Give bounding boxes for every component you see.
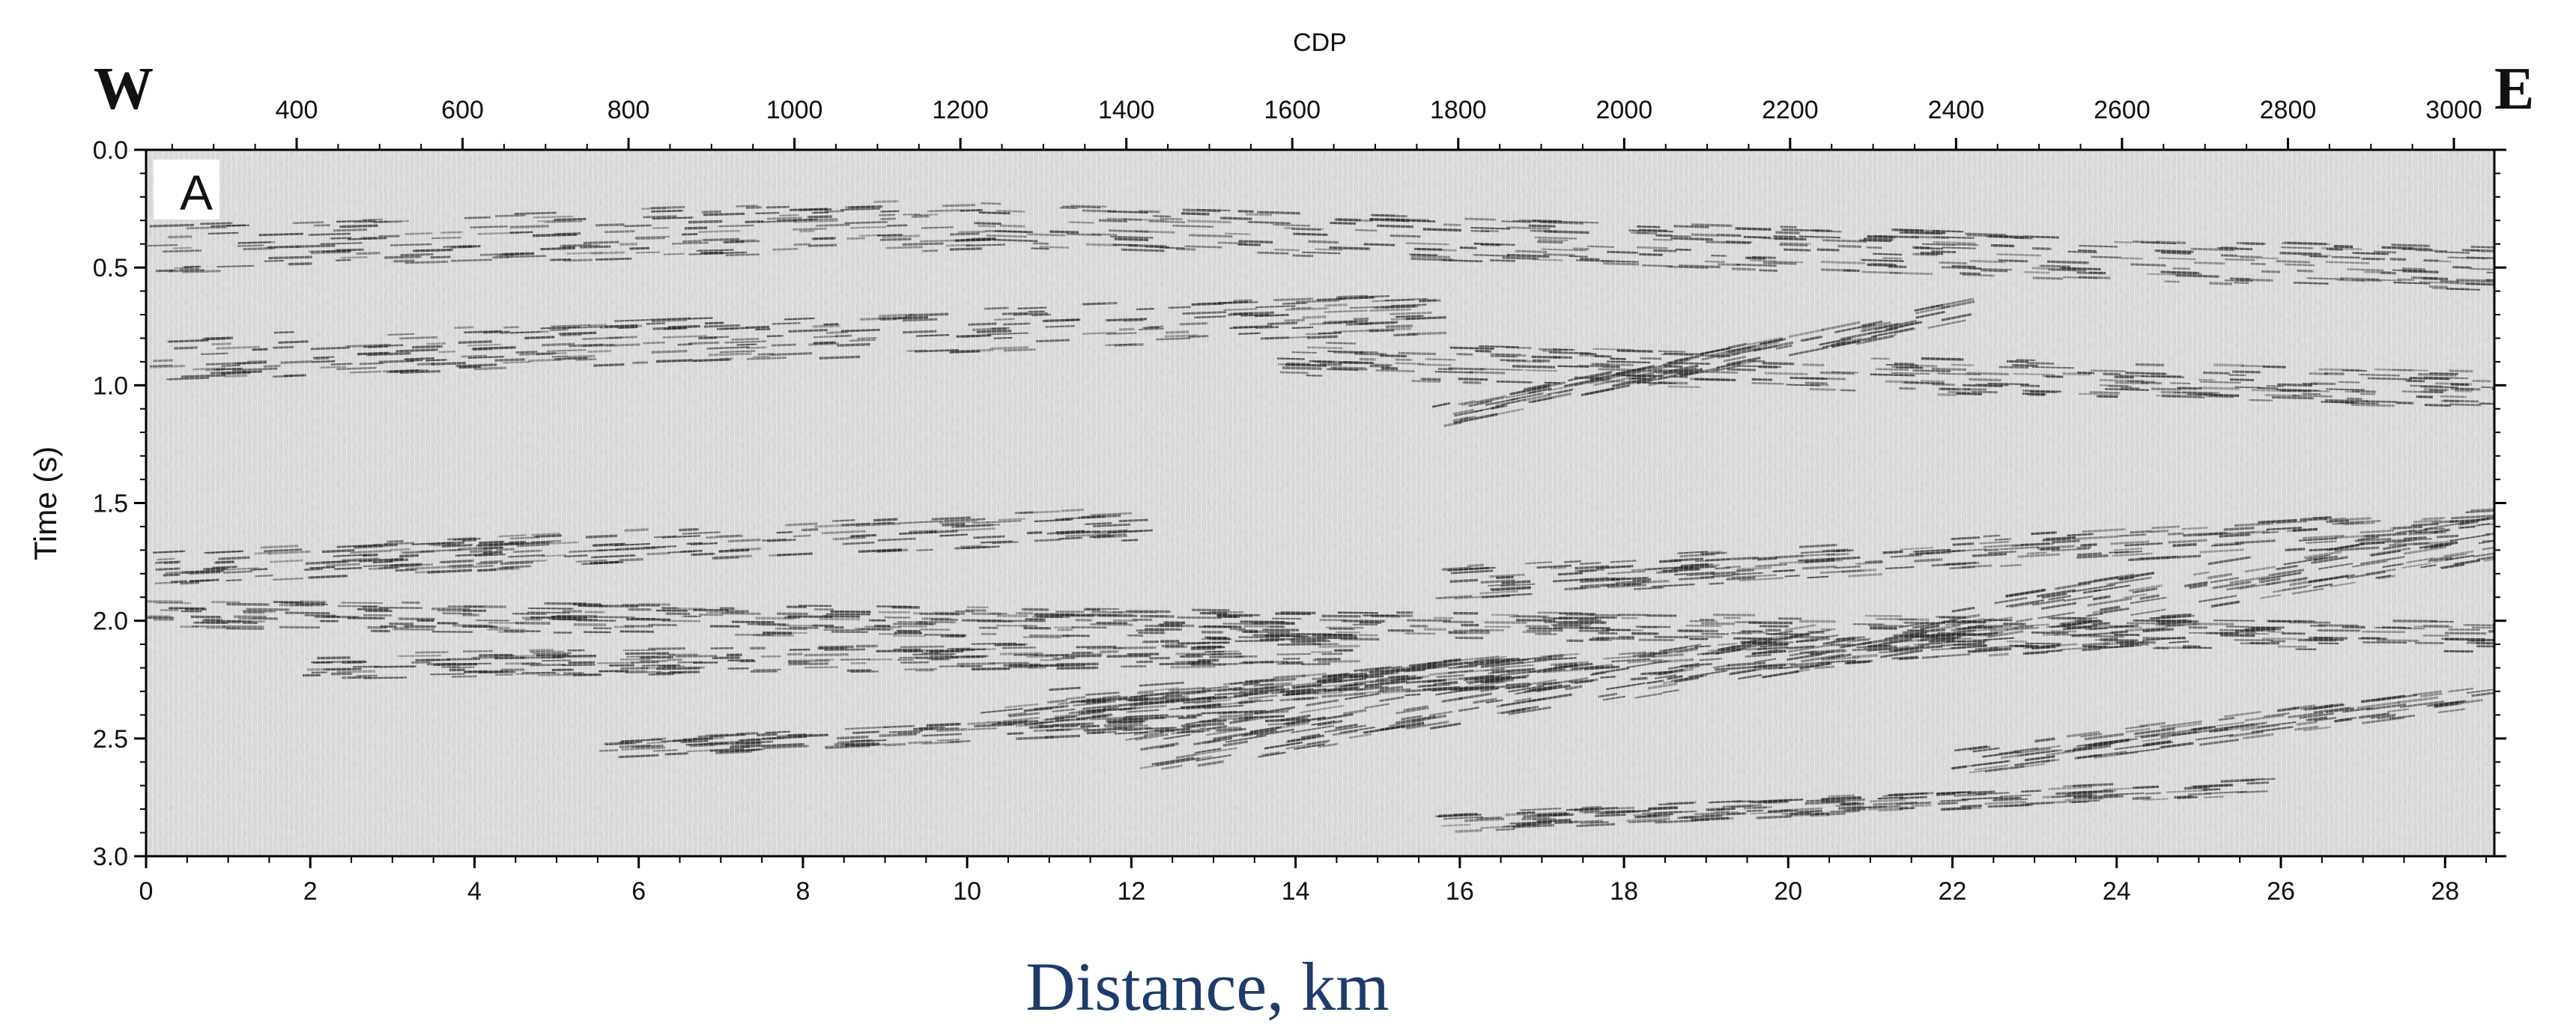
reflector-stroke — [2491, 387, 2494, 390]
top-axis-ticks: 400 600 800 1000 1200 1400 1600 1800 2000 2200 240… — [171, 96, 2482, 150]
bottom-tick-label: 12 — [1117, 877, 1145, 906]
bottom-axis-ticks: 0 2 4 6 8 10 12 14 16 18 20 22 24 26 28 — [139, 856, 2488, 906]
bottom-tick-label: 8 — [795, 877, 810, 906]
top-tick-label: 2000 — [1595, 96, 1652, 124]
top-axis-title: CDP — [1293, 28, 1347, 57]
top-tick-label: 1200 — [932, 96, 989, 124]
bottom-tick-label: 28 — [2431, 877, 2459, 906]
left-tick-label: 0.0 — [93, 136, 128, 165]
right-axis-ticks — [2494, 148, 2506, 858]
top-tick-label: 1000 — [766, 96, 823, 124]
panel-label: A — [180, 165, 213, 220]
left-tick-label: 3.0 — [93, 843, 128, 871]
reflector-stroke — [2492, 393, 2494, 396]
top-tick-label: 1400 — [1098, 96, 1155, 124]
bottom-tick-label: 2 — [303, 877, 318, 906]
left-tick-label: 1.5 — [93, 490, 128, 518]
top-tick-label: 2800 — [2260, 96, 2317, 124]
west-label: W — [94, 56, 154, 122]
bottom-tick-label: 10 — [953, 877, 981, 906]
bottom-tick-label: 26 — [2267, 877, 2295, 906]
bottom-tick-label: 24 — [2103, 877, 2131, 906]
top-tick-label: 600 — [441, 96, 484, 124]
bottom-tick-label: 22 — [1939, 877, 1967, 906]
left-tick-label: 2.5 — [93, 725, 128, 754]
top-tick-label: 3000 — [2425, 96, 2482, 124]
top-tick-label: 800 — [607, 96, 650, 124]
bottom-tick-label: 18 — [1610, 877, 1638, 906]
top-tick-label: 400 — [276, 96, 318, 124]
bottom-tick-label: 6 — [631, 877, 646, 906]
top-tick-label: 1800 — [1430, 96, 1487, 124]
bottom-tick-label: 4 — [467, 877, 482, 906]
left-tick-label: 0.5 — [93, 254, 128, 282]
left-axis-title: Time (s) — [28, 446, 63, 560]
top-tick-label: 1600 — [1264, 96, 1321, 124]
bottom-tick-label: 16 — [1446, 877, 1474, 906]
seismic-image — [146, 150, 2494, 856]
trace-striping — [146, 150, 2494, 856]
top-tick-label: 2200 — [1762, 96, 1819, 124]
panel-label-box — [154, 160, 219, 219]
east-label: E — [2494, 56, 2534, 122]
reflector-stroke — [2491, 629, 2494, 631]
bottom-tick-label: 0 — [139, 877, 154, 906]
left-tick-label: 2.0 — [93, 608, 128, 636]
bottom-tick-label: 20 — [1774, 877, 1802, 906]
top-tick-label: 2400 — [1928, 96, 1985, 124]
bottom-tick-label: 14 — [1282, 877, 1310, 906]
left-axis-ticks: 0.0 0.5 1.0 1.5 2.0 2.5 3.0 — [93, 136, 146, 871]
top-tick-label: 2600 — [2094, 96, 2151, 124]
left-tick-label: 1.0 — [93, 372, 128, 400]
bottom-axis-title: Distance, km — [1025, 948, 1389, 1025]
